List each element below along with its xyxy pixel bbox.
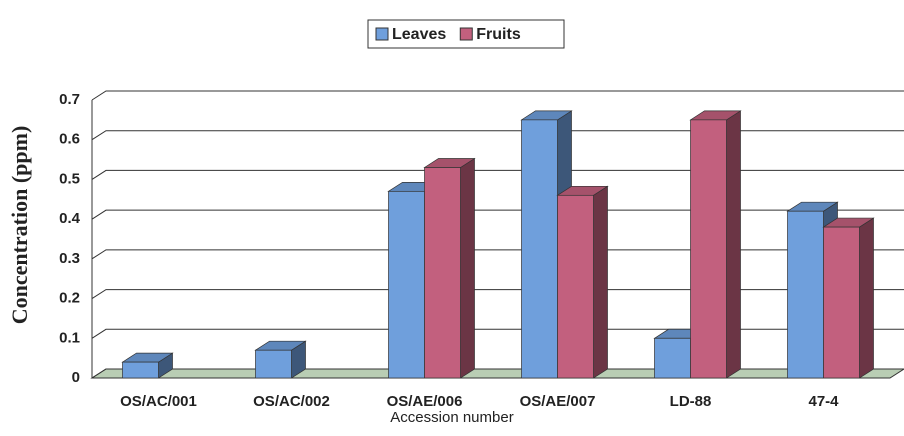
y-tick-label: 0.4 [59, 210, 81, 227]
bar-side [593, 185, 608, 379]
bar-side [859, 217, 874, 379]
grid-line [91, 328, 904, 339]
y-tick-label: 0.3 [59, 250, 80, 267]
bar [654, 337, 691, 379]
bar [255, 349, 292, 379]
legend-swatch [459, 27, 473, 41]
x-tick-label: OS/AE/007 [520, 393, 596, 410]
x-tick-label: LD-88 [670, 393, 712, 410]
y-tick-label: 0.1 [59, 329, 80, 346]
bar [388, 190, 425, 379]
grid-line [91, 289, 904, 299]
x-tick-label: 47-4 [808, 393, 839, 410]
y-tick-label: 0 [72, 369, 80, 386]
grid-line [91, 130, 904, 141]
bar [122, 361, 159, 379]
floor [90, 368, 904, 379]
y-axis-label: Concentration (ppm) [7, 126, 32, 325]
bar-side [460, 157, 475, 379]
bar [521, 119, 558, 379]
grid-line [91, 209, 904, 220]
x-tick-label: OS/AE/006 [387, 393, 463, 410]
grid-line [91, 90, 904, 101]
legend-label: Leaves [392, 26, 446, 43]
grid-line [91, 169, 904, 180]
x-axis-label: Accession number [390, 409, 513, 426]
bar [823, 226, 860, 379]
grid-line [91, 368, 904, 379]
bar [787, 210, 824, 379]
y-tick-label: 0.7 [59, 91, 80, 108]
bar-side [726, 110, 741, 379]
bar [690, 119, 727, 379]
x-tick-label: OS/AC/001 [120, 393, 197, 410]
bar [557, 194, 594, 379]
bar [424, 167, 461, 379]
y-tick-label: 0.6 [59, 131, 80, 148]
legend-label: Fruits [476, 26, 521, 43]
legend-swatch [375, 27, 389, 41]
y-tick-label: 0.5 [59, 170, 80, 187]
x-tick-label: OS/AC/002 [253, 393, 330, 410]
y-tick-label: 0.2 [59, 290, 80, 307]
grid-line [91, 249, 904, 260]
